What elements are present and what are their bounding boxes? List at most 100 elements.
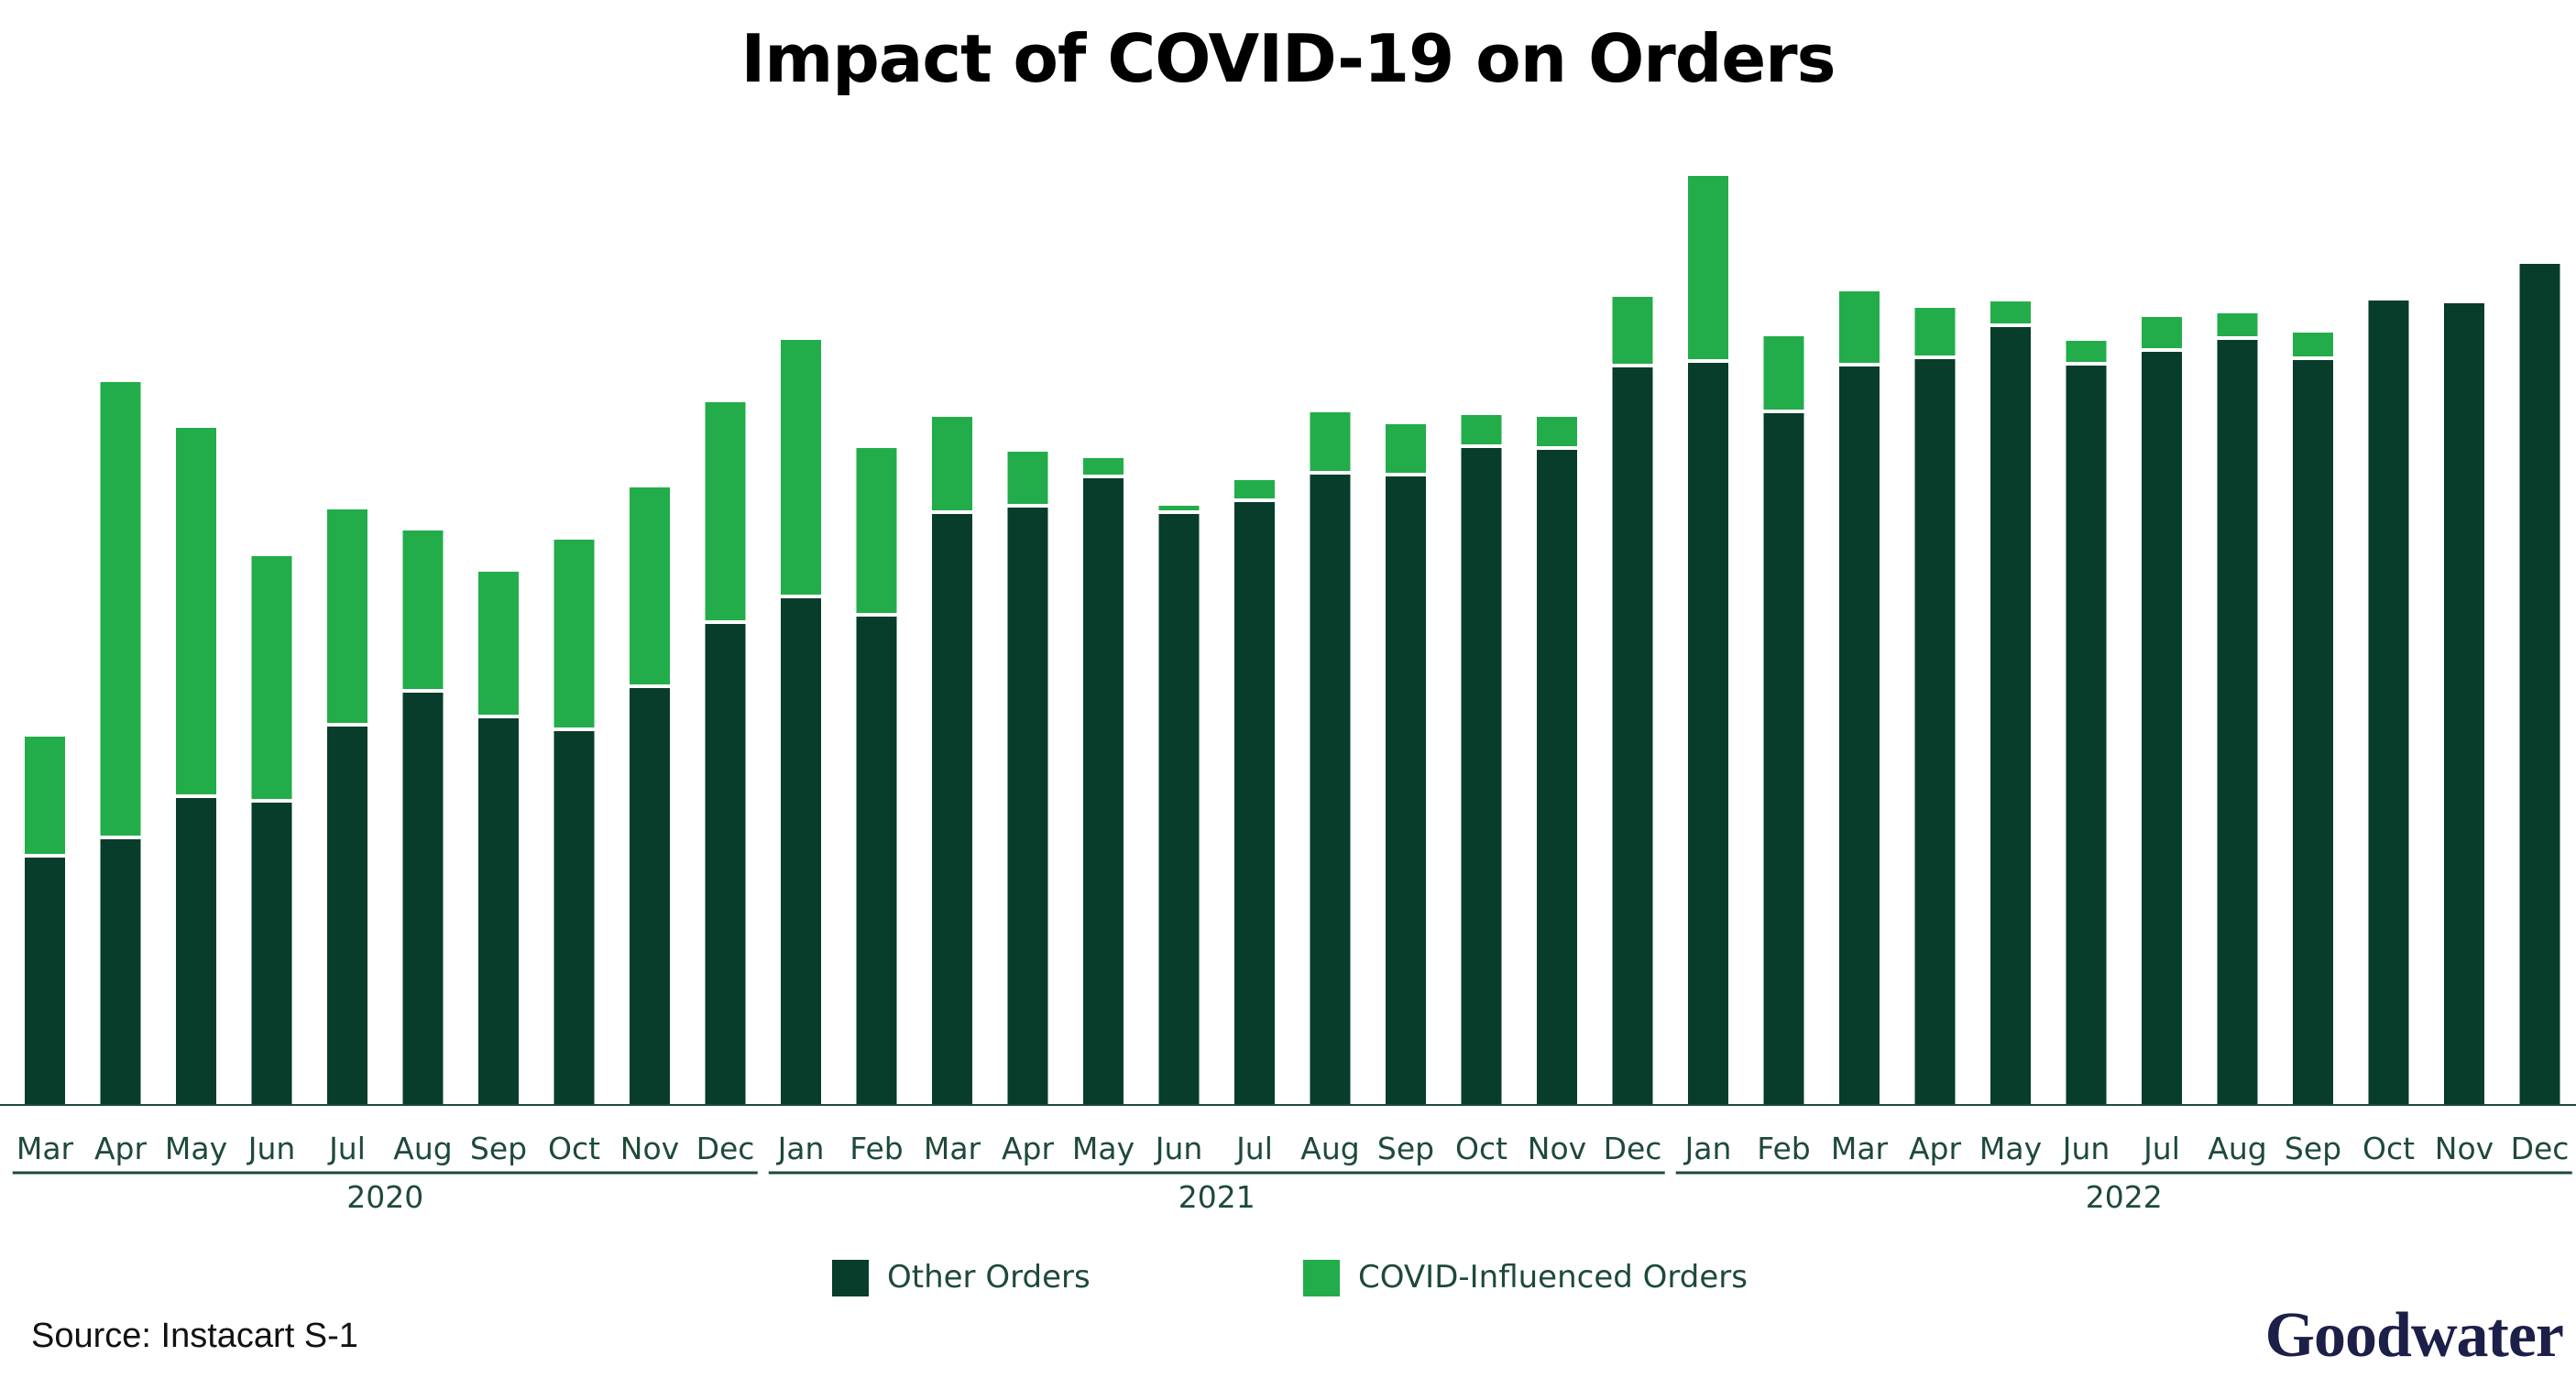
- year-axis-groups: 2020 2021 2022: [12, 1171, 2572, 1215]
- bar-covid-orders-15: [1158, 506, 1200, 510]
- bar-covid-orders-26: [1990, 301, 2031, 323]
- x-tick-label-29: Aug: [2208, 1131, 2266, 1166]
- bar-covid-orders-14: [1083, 458, 1124, 475]
- bar-covid-orders-10: [781, 340, 821, 595]
- bar-other-orders-4: [327, 727, 367, 1105]
- bar-other-orders-24: [1839, 366, 1880, 1105]
- bar-other-orders-2: [176, 798, 216, 1105]
- bar-covid-orders-17: [1310, 412, 1351, 471]
- bar-covid-orders-4: [327, 509, 367, 723]
- bar-other-orders-11: [856, 617, 897, 1105]
- bar-covid-orders-9: [705, 402, 746, 620]
- x-tick-label-9: Dec: [696, 1131, 755, 1166]
- bar-other-orders-9: [705, 624, 746, 1105]
- bar-other-orders-19: [1461, 448, 1502, 1105]
- legend-swatch-covid-orders: [1303, 1260, 1340, 1296]
- x-tick-label-1: Apr: [94, 1131, 148, 1166]
- x-tick-label-23: Feb: [1757, 1131, 1810, 1166]
- x-tick-label-11: Feb: [850, 1131, 903, 1166]
- bar-covid-orders-13: [1007, 452, 1048, 504]
- x-tick-label-15: Jun: [1154, 1131, 1203, 1166]
- x-tick-label-26: May: [1979, 1131, 2042, 1166]
- bar-covid-orders-24: [1839, 291, 1880, 363]
- x-tick-label-30: Sep: [2285, 1131, 2341, 1166]
- x-tick-label-10: Jan: [776, 1131, 825, 1166]
- legend-label-covid-orders: COVID-Influenced Orders: [1358, 1259, 1748, 1296]
- bars-layer: [0, 176, 2576, 1106]
- bar-other-orders-27: [2066, 366, 2107, 1105]
- bar-covid-orders-3: [251, 556, 292, 799]
- x-tick-label-16: Jul: [1234, 1131, 1273, 1166]
- bar-covid-orders-8: [630, 487, 670, 684]
- x-tick-label-17: Aug: [1300, 1131, 1359, 1166]
- bar-covid-orders-20: [1537, 417, 1577, 446]
- x-tick-label-33: Dec: [2511, 1131, 2570, 1166]
- bar-covid-orders-22: [1688, 176, 1728, 359]
- x-tick-label-14: May: [1072, 1131, 1135, 1166]
- year-label-1: 2021: [1178, 1179, 1255, 1215]
- x-tick-label-7: Oct: [548, 1131, 600, 1166]
- x-tick-label-13: Apr: [1002, 1131, 1055, 1166]
- bar-other-orders-28: [2142, 352, 2182, 1105]
- bar-covid-orders-25: [1914, 308, 1956, 355]
- bar-other-orders-29: [2217, 340, 2258, 1105]
- goodwater-logo: Goodwater: [2264, 1300, 2564, 1371]
- legend-label-other-orders: Other Orders: [887, 1259, 1091, 1296]
- x-tick-label-25: Apr: [1909, 1131, 1962, 1166]
- legend: Other Orders COVID-Influenced Orders: [832, 1259, 1748, 1296]
- bar-covid-orders-19: [1461, 415, 1502, 444]
- x-tick-label-32: Nov: [2435, 1131, 2494, 1166]
- bar-other-orders-20: [1537, 450, 1577, 1105]
- bar-other-orders-25: [1914, 359, 1956, 1105]
- bar-covid-orders-30: [2293, 333, 2333, 356]
- bar-other-orders-14: [1083, 478, 1124, 1105]
- bar-covid-orders-27: [2066, 341, 2107, 362]
- bar-other-orders-26: [1990, 327, 2031, 1105]
- chart-title: Impact of COVID-19 on Orders: [740, 20, 1836, 97]
- bar-other-orders-23: [1763, 413, 1804, 1105]
- bar-covid-orders-29: [2217, 313, 2258, 336]
- x-tick-label-31: Oct: [2362, 1131, 2415, 1166]
- bar-covid-orders-28: [2142, 317, 2182, 348]
- x-tick-label-22: Jan: [1683, 1131, 1732, 1166]
- year-label-0: 2020: [346, 1179, 423, 1215]
- bar-other-orders-32: [2444, 303, 2484, 1105]
- bar-covid-orders-21: [1612, 297, 1653, 364]
- x-tick-labels: Mar Apr May Jun Jul Aug Sep Oct Nov Dec Jan Feb Mar A…: [16, 1131, 2570, 1166]
- x-tick-label-20: Nov: [1528, 1131, 1586, 1166]
- bar-other-orders-13: [1007, 508, 1048, 1105]
- bar-covid-orders-7: [554, 540, 595, 727]
- bar-covid-orders-6: [478, 572, 519, 715]
- bar-covid-orders-12: [932, 417, 972, 510]
- x-tick-label-12: Mar: [924, 1131, 981, 1166]
- x-tick-label-4: Jul: [327, 1131, 366, 1166]
- bar-other-orders-1: [100, 839, 141, 1105]
- x-tick-label-3: Jun: [247, 1131, 296, 1166]
- bar-other-orders-7: [554, 731, 595, 1105]
- bar-other-orders-3: [251, 803, 292, 1105]
- bar-other-orders-0: [25, 858, 65, 1105]
- bar-other-orders-5: [402, 693, 444, 1105]
- bar-covid-orders-1: [100, 382, 141, 836]
- bar-covid-orders-16: [1234, 480, 1275, 498]
- x-tick-label-0: Mar: [16, 1131, 74, 1166]
- bar-other-orders-16: [1234, 502, 1275, 1105]
- bar-covid-orders-5: [402, 530, 444, 689]
- bar-other-orders-17: [1310, 475, 1351, 1105]
- bar-other-orders-21: [1612, 367, 1653, 1105]
- bar-other-orders-12: [932, 514, 972, 1105]
- bar-other-orders-10: [781, 598, 821, 1105]
- x-tick-label-8: Nov: [620, 1131, 679, 1166]
- x-tick-label-18: Sep: [1377, 1131, 1434, 1166]
- bar-other-orders-18: [1386, 476, 1426, 1105]
- x-tick-label-27: Jun: [2061, 1131, 2110, 1166]
- x-tick-label-19: Oct: [1455, 1131, 1507, 1166]
- bar-other-orders-30: [2293, 360, 2333, 1105]
- bar-covid-orders-18: [1386, 424, 1426, 473]
- bar-other-orders-31: [2368, 301, 2409, 1105]
- x-tick-label-24: Mar: [1831, 1131, 1889, 1166]
- bar-other-orders-15: [1158, 514, 1200, 1105]
- year-label-2: 2022: [2086, 1179, 2163, 1215]
- bar-covid-orders-11: [856, 448, 897, 613]
- bar-covid-orders-23: [1763, 336, 1804, 410]
